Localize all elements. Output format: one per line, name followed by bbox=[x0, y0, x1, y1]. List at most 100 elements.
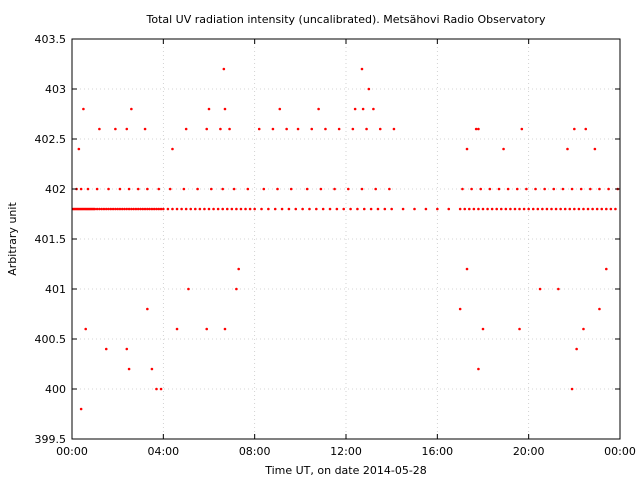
y-axis-ticks: 399.5 400 400.5 401 401.5 402 402.5 403 403.5 bbox=[35, 33, 620, 446]
data-point bbox=[465, 267, 469, 271]
data-point bbox=[579, 187, 583, 191]
data-point bbox=[605, 207, 608, 211]
data-point bbox=[111, 207, 115, 211]
data-point bbox=[513, 207, 517, 211]
data-point bbox=[502, 147, 505, 151]
x-tick-label: 12:00 bbox=[330, 445, 362, 458]
data-point bbox=[317, 107, 320, 111]
data-point bbox=[118, 187, 122, 191]
data-point bbox=[333, 187, 336, 191]
data-point bbox=[554, 207, 558, 211]
data-point bbox=[287, 207, 291, 211]
x-tick-label: 16:00 bbox=[421, 445, 453, 458]
data-point bbox=[374, 187, 377, 191]
data-point bbox=[120, 207, 124, 211]
data-point bbox=[506, 187, 510, 191]
data-point bbox=[474, 127, 478, 131]
data-point bbox=[477, 207, 480, 211]
data-point bbox=[346, 187, 350, 191]
data-point bbox=[98, 127, 101, 131]
data-point bbox=[125, 127, 129, 131]
data-point bbox=[130, 107, 133, 111]
data-point bbox=[563, 207, 567, 211]
data-point bbox=[372, 107, 375, 111]
x-tick-label: 00:00 bbox=[604, 445, 636, 458]
data-point bbox=[376, 207, 380, 211]
data-point bbox=[361, 107, 365, 111]
data-point bbox=[383, 207, 387, 211]
data-point bbox=[541, 207, 544, 211]
data-point bbox=[280, 207, 284, 211]
data-point bbox=[481, 207, 485, 211]
data-point bbox=[591, 207, 594, 211]
data-point bbox=[305, 187, 309, 191]
data-point bbox=[225, 207, 229, 211]
data-point bbox=[294, 207, 298, 211]
data-point bbox=[175, 207, 179, 211]
y-tick-label: 403.5 bbox=[35, 33, 67, 46]
data-point bbox=[582, 207, 585, 211]
data-point bbox=[360, 187, 364, 191]
x-axis-label: Time UT, on date 2014-05-28 bbox=[264, 464, 427, 477]
data-point bbox=[276, 187, 279, 191]
data-point bbox=[369, 207, 373, 211]
data-point bbox=[222, 67, 226, 71]
data-point bbox=[114, 207, 117, 211]
data-point bbox=[84, 327, 87, 331]
data-point bbox=[515, 187, 519, 191]
data-point bbox=[207, 107, 211, 111]
data-point bbox=[573, 207, 576, 211]
data-point bbox=[536, 207, 540, 211]
data-point bbox=[570, 387, 574, 391]
data-point bbox=[518, 327, 521, 331]
data-point bbox=[598, 187, 601, 191]
data-point bbox=[538, 287, 542, 291]
data-point bbox=[520, 127, 524, 131]
data-point bbox=[600, 207, 604, 211]
data-point bbox=[315, 207, 318, 211]
data-point bbox=[155, 387, 158, 391]
data-point bbox=[155, 207, 158, 211]
data-point bbox=[157, 187, 161, 191]
data-point bbox=[148, 207, 151, 211]
data-point bbox=[127, 207, 131, 211]
data-point bbox=[463, 207, 467, 211]
data-point bbox=[308, 207, 311, 211]
data-point bbox=[271, 127, 275, 131]
data-point bbox=[470, 187, 473, 191]
data-point bbox=[257, 127, 261, 131]
y-tick-label: 400 bbox=[45, 383, 66, 396]
data-point bbox=[221, 187, 224, 191]
data-point bbox=[401, 207, 405, 211]
y-tick-label: 402.5 bbox=[35, 133, 67, 146]
data-point bbox=[239, 207, 243, 211]
y-tick-label: 401 bbox=[45, 283, 66, 296]
data-point bbox=[136, 207, 140, 211]
data-point bbox=[285, 127, 288, 131]
data-point bbox=[362, 207, 366, 211]
y-tick-label: 400.5 bbox=[35, 333, 67, 346]
data-point bbox=[230, 207, 234, 211]
data-point bbox=[116, 207, 119, 211]
data-point bbox=[246, 187, 250, 191]
data-point bbox=[575, 347, 578, 351]
data-point bbox=[607, 187, 610, 191]
data-point bbox=[468, 207, 471, 211]
data-point bbox=[102, 207, 106, 211]
data-point bbox=[141, 207, 145, 211]
data-point bbox=[86, 187, 90, 191]
data-point bbox=[335, 207, 339, 211]
data-point bbox=[253, 207, 256, 211]
data-point bbox=[146, 307, 149, 311]
data-point bbox=[552, 187, 556, 191]
x-tick-label: 08:00 bbox=[239, 445, 271, 458]
data-point bbox=[127, 367, 131, 371]
data-point bbox=[150, 207, 154, 211]
data-point bbox=[273, 207, 277, 211]
data-point bbox=[342, 207, 346, 211]
y-tick-label: 399.5 bbox=[35, 433, 67, 446]
data-point bbox=[534, 187, 537, 191]
data-point bbox=[392, 127, 396, 131]
data-point bbox=[244, 207, 247, 211]
